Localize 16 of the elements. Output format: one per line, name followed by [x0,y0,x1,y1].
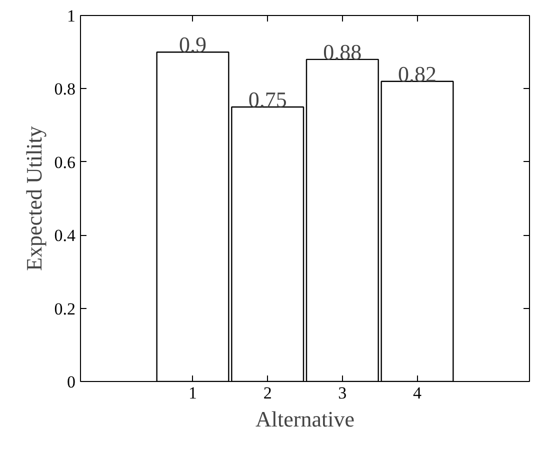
y-tick-label: 1 [67,6,76,26]
x-axis-title: Alternative [256,406,354,432]
data-label: 0.75 [248,87,287,112]
y-tick-label: 0.2 [54,299,76,318]
x-tick-label: 4 [413,384,422,402]
y-axis-title: Expected Utility [21,126,46,271]
y-tick-label: 0 [67,372,76,392]
y-tick-label: 0.6 [54,152,76,172]
data-label: 0.82 [398,61,436,86]
x-tick-label: 3 [338,384,347,402]
x-tick-label: 1 [188,384,197,402]
y-tick-label: 0.8 [54,80,76,99]
x-tick-label: 2 [263,384,272,402]
data-label: 0.88 [323,39,362,64]
y-tick-label: 0.4 [54,226,76,246]
data-label: 0.9 [179,32,206,58]
